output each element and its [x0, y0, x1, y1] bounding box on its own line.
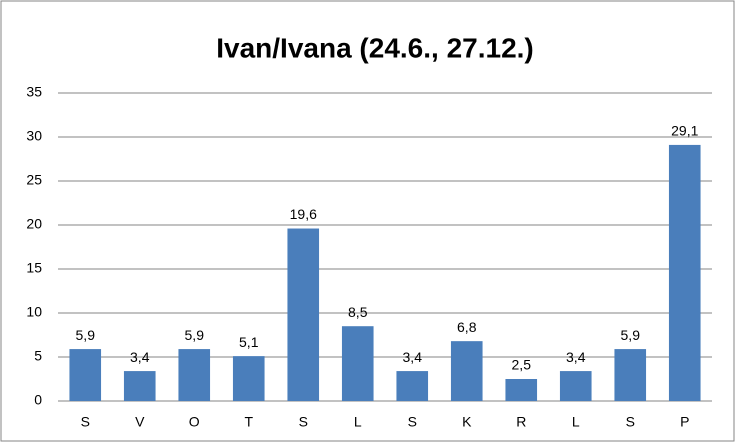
value-label: 29,1 [671, 123, 698, 139]
y-tick-label: 25 [26, 172, 42, 188]
value-label: 3,4 [130, 349, 150, 365]
x-tick-label: S [299, 414, 308, 430]
x-tick-label: L [572, 414, 580, 430]
bar [450, 341, 483, 401]
x-tick-label: S [408, 414, 417, 430]
bar [559, 371, 592, 401]
x-tick-label: T [244, 414, 253, 430]
value-label: 19,6 [290, 206, 317, 222]
value-label: 2,5 [512, 357, 532, 373]
y-tick-label: 20 [26, 216, 42, 232]
bar [123, 371, 156, 401]
value-label: 8,5 [348, 304, 368, 320]
x-tick-label: V [135, 414, 145, 430]
bar [668, 144, 701, 402]
bar [614, 349, 647, 401]
y-tick-label: 5 [34, 348, 42, 364]
value-label: 3,4 [403, 349, 423, 365]
value-label: 3,4 [566, 349, 586, 365]
bar [341, 326, 374, 401]
x-tick-label: R [516, 414, 526, 430]
value-label: 5,1 [239, 334, 259, 350]
value-label: 6,8 [457, 319, 477, 335]
bar [505, 379, 538, 401]
x-tick-label: K [462, 414, 472, 430]
y-tick-label: 30 [26, 128, 42, 144]
y-tick-label: 15 [26, 260, 42, 276]
x-tick-label: P [680, 414, 689, 430]
value-label: 5,9 [185, 327, 205, 343]
value-label: 5,9 [621, 327, 641, 343]
chart-title: Ivan/Ivana (24.6., 27.12.) [216, 32, 534, 63]
x-tick-label: S [626, 414, 635, 430]
bar [69, 349, 102, 401]
bar [287, 228, 320, 401]
x-tick-label: S [81, 414, 90, 430]
y-tick-label: 0 [34, 392, 42, 408]
x-tick-label: L [354, 414, 362, 430]
y-tick-label: 35 [26, 84, 42, 100]
x-tick-label: O [189, 414, 200, 430]
bar [232, 356, 265, 401]
y-tick-label: 10 [26, 304, 42, 320]
bar [396, 371, 429, 401]
bar [178, 349, 211, 401]
value-label: 5,9 [76, 327, 96, 343]
